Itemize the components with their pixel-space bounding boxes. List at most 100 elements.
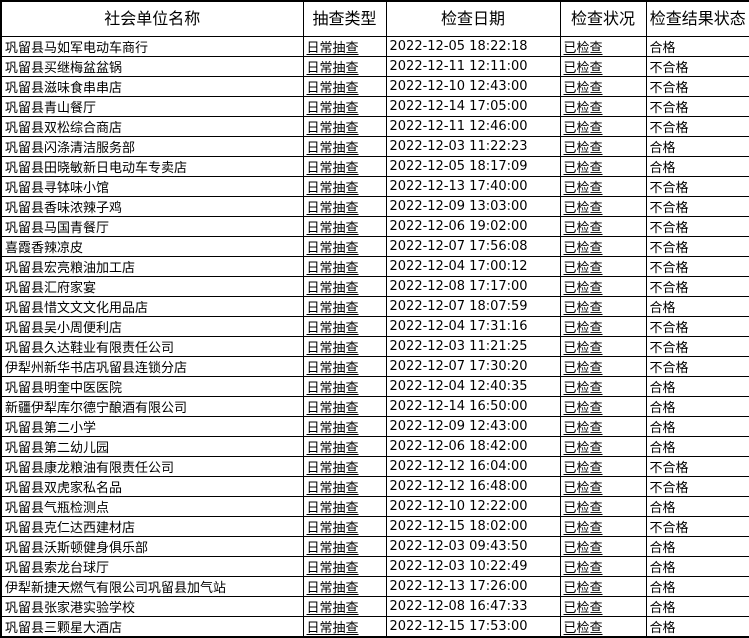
check-status-link[interactable]: 已检查 [563,560,603,576]
check-status-link[interactable]: 已检查 [563,300,603,316]
table-body: 巩留县马如军电动车商行 日常抽查 2022-12-05 18:22:18 已检查… [0,35,749,637]
table-row: 巩留县久达鞋业有限责任公司 日常抽查 2022-12-03 11:21:25 已… [0,335,749,357]
check-status-cell: 已检查 [559,335,647,357]
check-type-link[interactable]: 日常抽查 [306,340,359,356]
table-row: 巩留县沃斯顿健身俱乐部 日常抽查 2022-12-03 09:43:50 已检查… [0,535,749,557]
check-status-link[interactable]: 已检查 [563,220,603,236]
check-status-link[interactable]: 已检查 [563,460,603,476]
check-result-cell: 不合格 [645,75,749,97]
check-result-cell: 合格 [645,575,749,597]
check-type-link[interactable]: 日常抽查 [306,200,359,216]
check-type-link[interactable]: 日常抽查 [306,560,359,576]
unit-name-cell: 巩留县双松综合商店 [0,115,304,137]
check-type-cell: 日常抽查 [302,55,387,77]
check-status-link[interactable]: 已检查 [563,100,603,116]
check-status-link[interactable]: 已检查 [563,140,603,156]
table-row: 巩留县宏亮粮油加工店 日常抽查 2022-12-04 17:00:12 已检查 … [0,255,749,277]
check-status-link[interactable]: 已检查 [563,440,603,456]
check-type-link[interactable]: 日常抽查 [306,260,359,276]
check-status-link[interactable]: 已检查 [563,380,603,396]
check-type-cell: 日常抽查 [302,555,387,577]
check-type-link[interactable]: 日常抽查 [306,40,359,56]
check-type-link[interactable]: 日常抽查 [306,460,359,476]
check-type-link[interactable]: 日常抽查 [306,380,359,396]
check-status-link[interactable]: 已检查 [563,180,603,196]
check-type-cell: 日常抽查 [302,575,387,597]
check-result-cell: 合格 [645,495,749,517]
check-type-link[interactable]: 日常抽查 [306,300,359,316]
check-status-link[interactable]: 已检查 [563,500,603,516]
check-type-link[interactable]: 日常抽查 [306,100,359,116]
check-date-cell: 2022-12-15 18:02:00 [385,515,561,537]
check-type-link[interactable]: 日常抽查 [306,160,359,176]
check-status-link[interactable]: 已检查 [563,620,603,636]
table-row: 巩留县马国青餐厅 日常抽查 2022-12-06 19:02:00 已检查 不合… [0,215,749,237]
check-date-cell: 2022-12-07 18:07:59 [385,295,561,317]
check-type-cell: 日常抽查 [302,175,387,197]
check-type-link[interactable]: 日常抽查 [306,140,359,156]
table-row: 巩留县马如军电动车商行 日常抽查 2022-12-05 18:22:18 已检查… [0,35,749,57]
table-row: 巩留县张家港实验学校 日常抽查 2022-12-08 16:47:33 已检查 … [0,595,749,617]
check-type-link[interactable]: 日常抽查 [306,280,359,296]
check-type-link[interactable]: 日常抽查 [306,360,359,376]
check-status-link[interactable]: 已检查 [563,260,603,276]
unit-name-cell: 巩留县香味浓辣子鸡 [0,195,304,217]
check-type-link[interactable]: 日常抽查 [306,480,359,496]
check-type-link[interactable]: 日常抽查 [306,60,359,76]
check-type-link[interactable]: 日常抽查 [306,320,359,336]
unit-name-cell: 巩留县气瓶检测点 [0,495,304,517]
check-type-link[interactable]: 日常抽查 [306,540,359,556]
check-type-link[interactable]: 日常抽查 [306,180,359,196]
table-row: 伊犁新捷天燃气有限公司巩留县加气站 日常抽查 2022-12-13 17:26:… [0,575,749,597]
check-result-cell: 合格 [645,615,749,637]
check-type-link[interactable]: 日常抽查 [306,120,359,136]
check-status-link[interactable]: 已检查 [563,80,603,96]
check-type-link[interactable]: 日常抽查 [306,620,359,636]
unit-name-cell: 巩留县久达鞋业有限责任公司 [0,335,304,357]
unit-name-cell: 伊犁新捷天燃气有限公司巩留县加气站 [0,575,304,597]
check-status-link[interactable]: 已检查 [563,340,603,356]
table-row: 巩留县克仁达西建材店 日常抽查 2022-12-15 18:02:00 已检查 … [0,515,749,537]
check-type-link[interactable]: 日常抽查 [306,520,359,536]
check-status-link[interactable]: 已检查 [563,200,603,216]
check-status-cell: 已检查 [559,415,647,437]
check-status-link[interactable]: 已检查 [563,360,603,376]
check-status-link[interactable]: 已检查 [563,60,603,76]
check-status-link[interactable]: 已检查 [563,160,603,176]
check-type-cell: 日常抽查 [302,395,387,417]
unit-name-cell: 巩留县马国青餐厅 [0,215,304,237]
unit-name-cell: 巩留县闪涤清洁服务部 [0,135,304,157]
check-status-link[interactable]: 已检查 [563,240,603,256]
check-type-link[interactable]: 日常抽查 [306,80,359,96]
check-type-link[interactable]: 日常抽查 [306,240,359,256]
check-type-link[interactable]: 日常抽查 [306,420,359,436]
check-status-link[interactable]: 已检查 [563,400,603,416]
check-result-cell: 合格 [645,295,749,317]
check-result-cell: 不合格 [645,55,749,77]
check-status-link[interactable]: 已检查 [563,420,603,436]
check-type-link[interactable]: 日常抽查 [306,580,359,596]
check-date-cell: 2022-12-06 18:42:00 [385,435,561,457]
check-date-cell: 2022-12-03 11:22:23 [385,135,561,157]
unit-name-cell: 巩留县第二幼儿园 [0,435,304,457]
table-row: 巩留县索龙台球厅 日常抽查 2022-12-03 10:22:49 已检查 合格 [0,555,749,577]
check-status-link[interactable]: 已检查 [563,40,603,56]
check-date-cell: 2022-12-13 17:40:00 [385,175,561,197]
check-status-link[interactable]: 已检查 [563,120,603,136]
check-type-link[interactable]: 日常抽查 [306,440,359,456]
check-type-link[interactable]: 日常抽查 [306,220,359,236]
check-status-link[interactable]: 已检查 [563,320,603,336]
check-type-link[interactable]: 日常抽查 [306,500,359,516]
check-status-link[interactable]: 已检查 [563,520,603,536]
check-type-link[interactable]: 日常抽查 [306,400,359,416]
check-status-cell: 已检查 [559,515,647,537]
check-status-link[interactable]: 已检查 [563,580,603,596]
check-status-cell: 已检查 [559,395,647,417]
check-status-link[interactable]: 已检查 [563,600,603,616]
check-status-link[interactable]: 已检查 [563,480,603,496]
check-type-link[interactable]: 日常抽查 [306,600,359,616]
check-status-link[interactable]: 已检查 [563,540,603,556]
check-date-cell: 2022-12-09 12:43:00 [385,415,561,437]
check-status-link[interactable]: 已检查 [563,280,603,296]
